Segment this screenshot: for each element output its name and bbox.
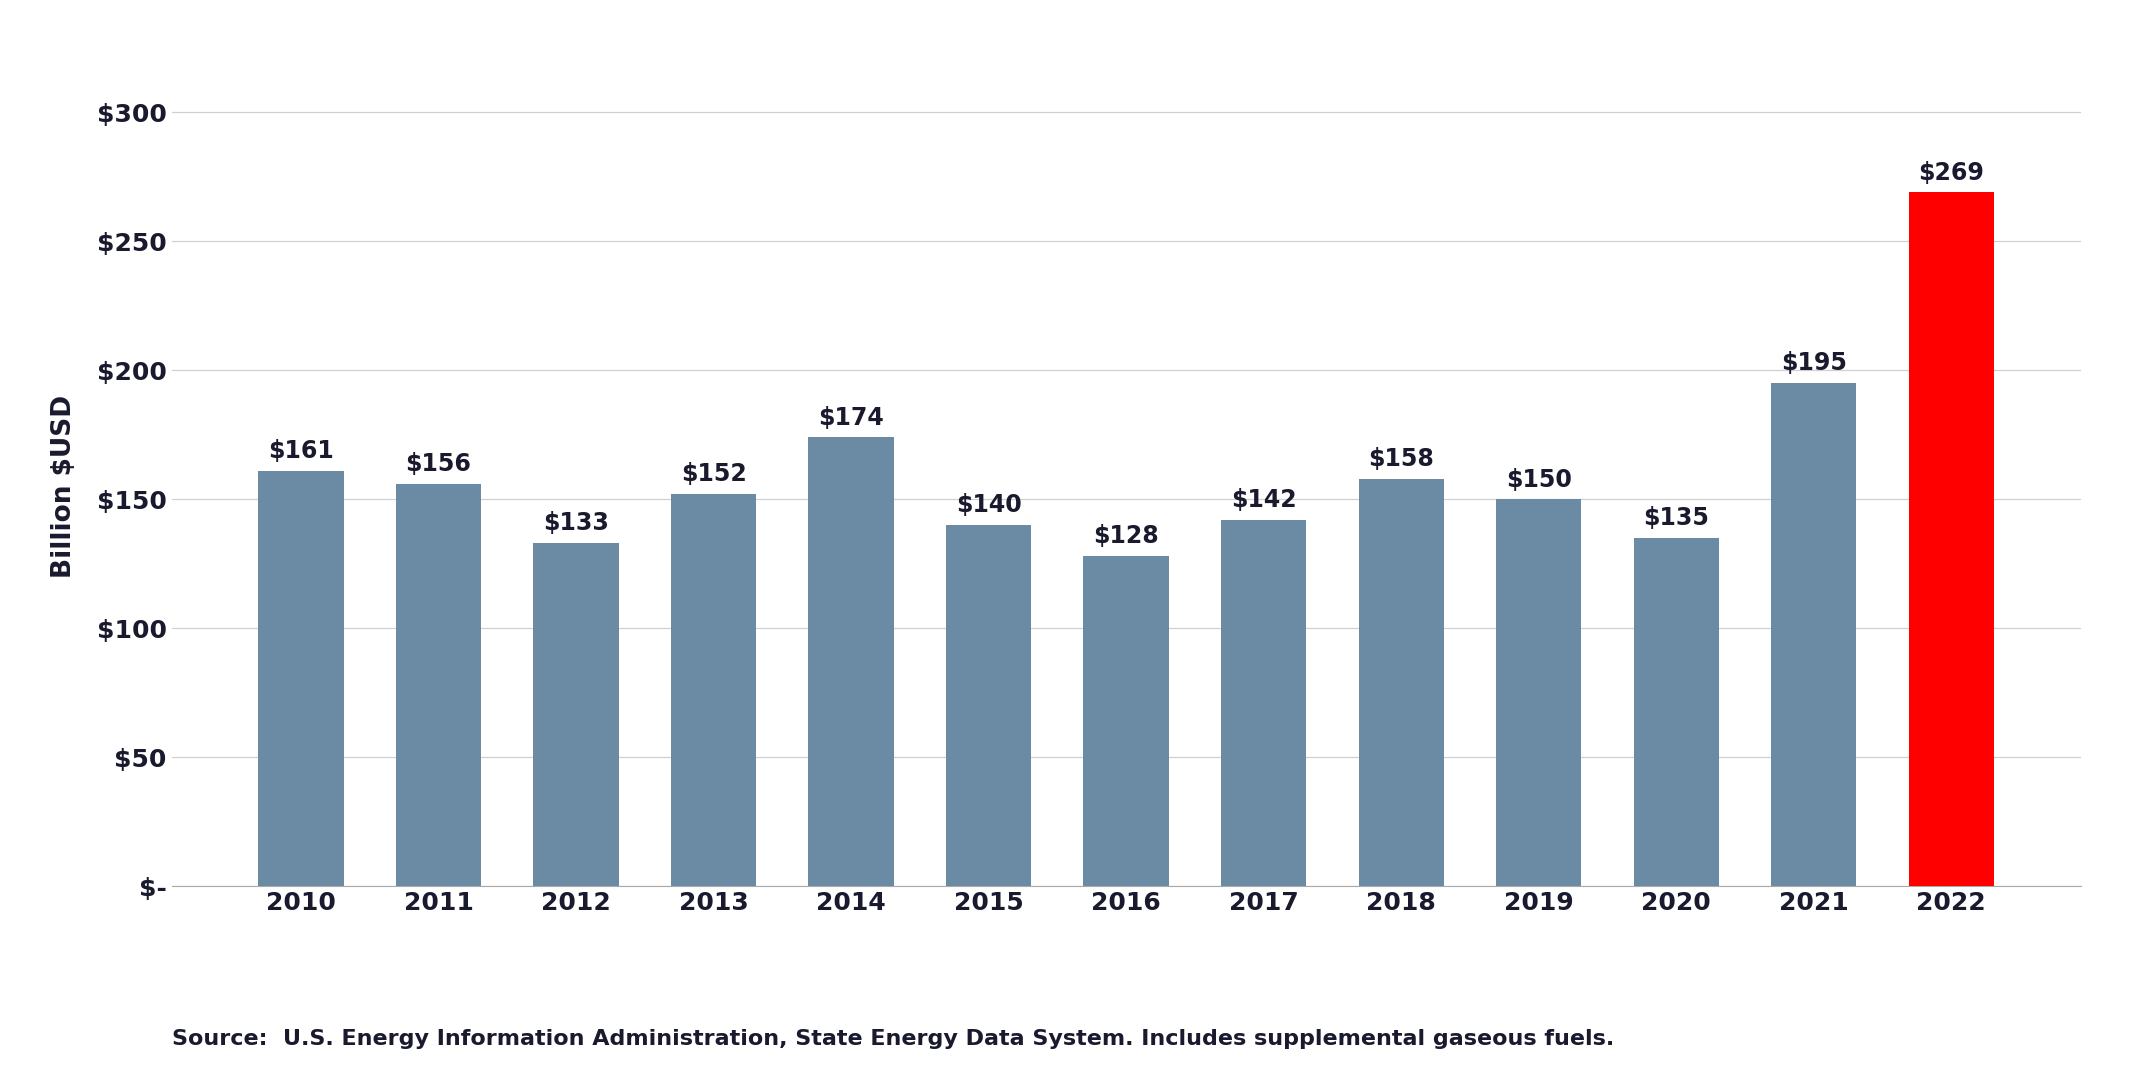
Text: $142: $142 (1231, 489, 1296, 512)
Bar (1634, 538, 1718, 886)
Y-axis label: Billion $USD: Billion $USD (51, 395, 77, 578)
Text: $140: $140 (957, 493, 1021, 518)
Bar (671, 494, 757, 886)
Text: $152: $152 (680, 463, 746, 486)
Text: $128: $128 (1094, 524, 1158, 548)
Text: $150: $150 (1506, 468, 1572, 492)
Text: $195: $195 (1780, 351, 1847, 375)
Text: Source:  U.S. Energy Information Administration, State Energy Data System. Inclu: Source: U.S. Energy Information Administ… (172, 1028, 1613, 1049)
Bar (1772, 384, 1855, 886)
Text: $133: $133 (543, 511, 609, 535)
Text: $135: $135 (1643, 506, 1710, 531)
Text: $174: $174 (817, 405, 884, 429)
Bar (1909, 192, 1995, 886)
Bar (809, 438, 894, 886)
Bar (1495, 499, 1581, 886)
Bar (397, 484, 480, 886)
Bar (257, 471, 343, 886)
Text: $269: $269 (1918, 161, 1984, 185)
Bar (1221, 520, 1306, 886)
Bar (946, 525, 1032, 886)
Bar (1083, 556, 1169, 886)
Bar (1358, 479, 1444, 886)
Text: $156: $156 (405, 452, 472, 476)
Text: $161: $161 (268, 439, 335, 464)
Bar (534, 544, 618, 886)
Text: $158: $158 (1369, 446, 1435, 471)
